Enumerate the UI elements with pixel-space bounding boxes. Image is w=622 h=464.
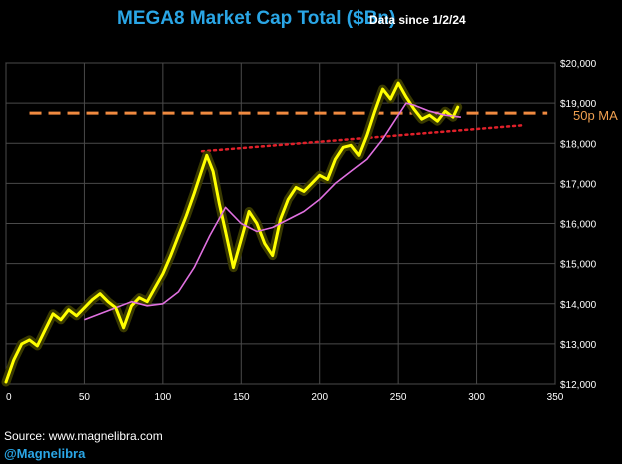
data-point — [287, 198, 290, 201]
data-point — [51, 312, 55, 315]
data-point — [114, 306, 118, 309]
data-point — [412, 107, 416, 111]
y-tick-label: $20,000 — [560, 59, 597, 70]
data-point — [211, 170, 215, 173]
data-point — [271, 254, 274, 257]
data-point — [98, 292, 102, 295]
data-point — [122, 326, 125, 330]
x-tick-label: 0 — [6, 392, 12, 403]
data-point — [451, 115, 455, 119]
data-point — [294, 186, 298, 189]
data-point — [456, 105, 459, 109]
data-point — [302, 190, 306, 193]
y-tick-label: $12,000 — [560, 380, 597, 391]
series-lines — [1, 78, 463, 387]
y-axis-ticks: $12,000 $13,000 $14,000 $15,000 $16,000 $17,0… — [560, 59, 597, 391]
data-point — [373, 109, 376, 113]
data-point — [240, 238, 243, 241]
data-point — [349, 144, 353, 147]
data-point — [334, 158, 337, 161]
chart-title: MEGA8 Market Cap Total ($Bn) — [117, 8, 396, 29]
data-point — [381, 87, 384, 91]
chart-subtitle: Data since 1/2/24 — [369, 13, 466, 27]
data-point — [232, 266, 235, 269]
data-point — [177, 234, 180, 237]
data-point — [91, 298, 94, 301]
data-point — [247, 210, 251, 213]
data-point — [436, 119, 439, 123]
grid-lines — [5, 62, 556, 385]
data-point — [218, 202, 221, 205]
data-point — [365, 134, 368, 137]
data-point — [59, 318, 63, 321]
ma-label: 50p MA — [573, 108, 618, 123]
data-point — [130, 304, 133, 307]
y-tick-label: $14,000 — [560, 300, 597, 311]
data-point — [200, 168, 204, 171]
x-tick-label: 200 — [311, 392, 328, 403]
main-series-line — [4, 81, 460, 384]
data-point — [12, 358, 16, 362]
annotations — [29, 111, 548, 153]
data-point — [169, 254, 172, 257]
x-tick-label: 100 — [155, 392, 172, 403]
data-point — [193, 192, 196, 195]
data-point — [20, 342, 23, 346]
data-point — [318, 174, 321, 177]
y-tick-label: $16,000 — [560, 220, 597, 231]
data-point — [153, 286, 157, 289]
data-point — [75, 314, 78, 317]
data-point — [255, 222, 259, 225]
data-point — [279, 218, 282, 221]
y-tick-label: $15,000 — [560, 260, 597, 271]
data-point — [342, 146, 345, 149]
ma-series-line — [84, 102, 462, 321]
data-point — [4, 380, 8, 384]
data-point — [185, 214, 188, 217]
data-point — [310, 182, 314, 185]
y-tick-label: $19,000 — [560, 99, 597, 110]
data-point — [428, 113, 431, 117]
y-tick-label: $18,000 — [560, 139, 597, 150]
data-point — [396, 81, 400, 85]
x-tick-label: 250 — [390, 392, 407, 403]
x-tick-label: 350 — [547, 392, 564, 403]
data-point — [205, 154, 208, 157]
x-tick-label: 150 — [233, 392, 250, 403]
data-point — [106, 300, 110, 303]
data-point — [389, 97, 392, 101]
y-tick-label: $13,000 — [560, 340, 597, 351]
source-credit: Source: www.magnelibra.com — [4, 429, 163, 443]
data-point — [357, 154, 361, 157]
data-point — [83, 306, 86, 309]
author-handle: @Magnelibra — [4, 446, 86, 461]
data-point — [28, 338, 31, 342]
data-point — [444, 109, 447, 113]
data-point — [404, 95, 408, 99]
data-point — [36, 344, 39, 348]
data-point — [263, 242, 267, 245]
data-point — [420, 117, 423, 121]
data-point — [161, 272, 165, 275]
x-axis-ticks: 0 50 100 150 200 250 300 350 — [6, 392, 564, 403]
data-point — [145, 300, 149, 303]
data-point — [138, 296, 141, 299]
data-point — [44, 328, 47, 332]
data-point — [67, 308, 70, 311]
data-point — [326, 178, 329, 181]
x-tick-label: 300 — [468, 392, 485, 403]
x-tick-label: 50 — [79, 392, 91, 403]
data-point — [224, 230, 227, 233]
y-tick-label: $17,000 — [560, 179, 597, 190]
